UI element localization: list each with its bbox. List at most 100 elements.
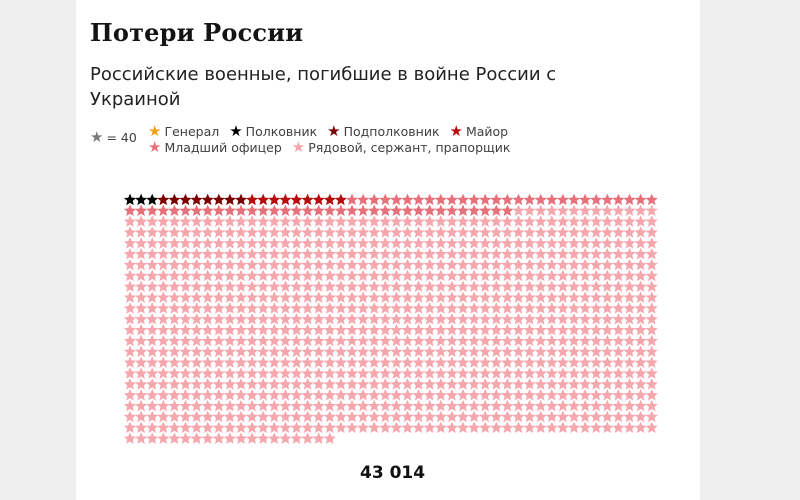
star-mark xyxy=(257,193,270,206)
star-mark xyxy=(146,302,159,314)
chart-card: Потери России Российские военные, погибш… xyxy=(76,0,700,500)
star-mark xyxy=(623,302,636,314)
star-mark xyxy=(257,388,270,401)
star-mark xyxy=(456,367,470,379)
star-mark xyxy=(534,215,547,227)
star-mark xyxy=(268,345,281,358)
star-mark xyxy=(279,247,292,260)
star-mark xyxy=(201,312,214,325)
star-icon: ★ xyxy=(148,122,162,140)
star-mark xyxy=(634,291,647,303)
legend-item: ★ Полковник xyxy=(229,124,317,140)
star-mark xyxy=(179,247,192,260)
star-mark xyxy=(290,291,303,303)
star-mark xyxy=(312,334,325,347)
star-mark xyxy=(634,334,647,347)
star-mark xyxy=(634,269,647,282)
star-mark xyxy=(123,269,137,282)
star-mark xyxy=(301,302,314,314)
star-mark xyxy=(623,345,636,358)
star-mark xyxy=(268,334,281,347)
star-mark xyxy=(123,280,137,292)
star-mark xyxy=(479,421,492,434)
star-mark xyxy=(423,388,436,401)
star-mark xyxy=(379,356,392,368)
star-mark xyxy=(623,388,636,401)
star-mark xyxy=(501,193,514,206)
star-mark xyxy=(456,345,470,358)
star-mark xyxy=(234,421,248,434)
star-mark xyxy=(423,237,436,249)
star-mark xyxy=(545,280,558,292)
star-mark xyxy=(157,237,170,249)
star-mark xyxy=(590,312,603,325)
star-mark xyxy=(212,334,225,347)
star-pictogram xyxy=(123,193,658,444)
star-mark xyxy=(212,237,225,249)
star-mark xyxy=(434,269,447,282)
star-mark xyxy=(223,312,236,325)
star-mark xyxy=(168,226,181,238)
star-mark xyxy=(157,388,170,401)
star-mark xyxy=(257,280,270,292)
star-mark xyxy=(567,345,581,358)
star-mark xyxy=(412,193,425,206)
star-mark xyxy=(468,237,481,249)
star-mark xyxy=(434,291,447,303)
star-mark xyxy=(390,388,403,401)
star-mark xyxy=(445,334,458,347)
star-mark xyxy=(201,193,214,206)
star-mark xyxy=(279,323,292,336)
star-mark xyxy=(567,421,581,434)
star-mark xyxy=(190,399,203,412)
star-mark xyxy=(312,345,325,358)
star-mark xyxy=(223,345,236,358)
star-mark xyxy=(434,388,447,401)
star-mark xyxy=(434,356,447,368)
star-mark xyxy=(257,204,270,217)
star-mark xyxy=(257,421,270,434)
star-mark xyxy=(612,302,625,314)
star-mark xyxy=(456,280,470,292)
star-mark xyxy=(201,215,214,227)
star-mark xyxy=(456,356,470,368)
star-mark xyxy=(479,237,492,249)
star-mark xyxy=(212,421,225,434)
star-mark xyxy=(334,334,347,347)
star-mark xyxy=(423,291,436,303)
star-mark xyxy=(368,356,381,368)
star-mark xyxy=(612,367,625,379)
star-mark xyxy=(345,280,359,292)
star-mark xyxy=(279,291,292,303)
star-mark xyxy=(368,291,381,303)
star-mark xyxy=(390,226,403,238)
star-mark xyxy=(279,410,292,423)
star-mark xyxy=(323,367,336,379)
star-mark xyxy=(556,345,569,358)
star-mark xyxy=(523,291,536,303)
star-mark xyxy=(512,193,525,206)
star-mark xyxy=(534,291,547,303)
star-mark xyxy=(479,334,492,347)
star-mark xyxy=(379,237,392,249)
star-mark xyxy=(612,334,625,347)
star-mark xyxy=(423,204,436,217)
star-mark xyxy=(434,345,447,358)
star-mark xyxy=(468,215,481,227)
star-mark xyxy=(123,432,137,444)
star-mark xyxy=(490,237,503,249)
star-mark xyxy=(523,247,536,260)
star-mark xyxy=(201,323,214,336)
star-mark xyxy=(323,410,336,423)
star-mark xyxy=(612,399,625,412)
star-icon: ★ xyxy=(327,122,341,140)
star-mark xyxy=(590,378,603,390)
star-icon: ★ xyxy=(90,128,104,146)
legend-label: Рядовой, сержант, прапорщик xyxy=(308,140,511,155)
star-mark xyxy=(290,410,303,423)
star-mark xyxy=(168,193,181,206)
star-mark xyxy=(246,410,259,423)
star-mark xyxy=(567,291,581,303)
star-mark xyxy=(290,237,303,249)
star-mark xyxy=(179,204,192,217)
